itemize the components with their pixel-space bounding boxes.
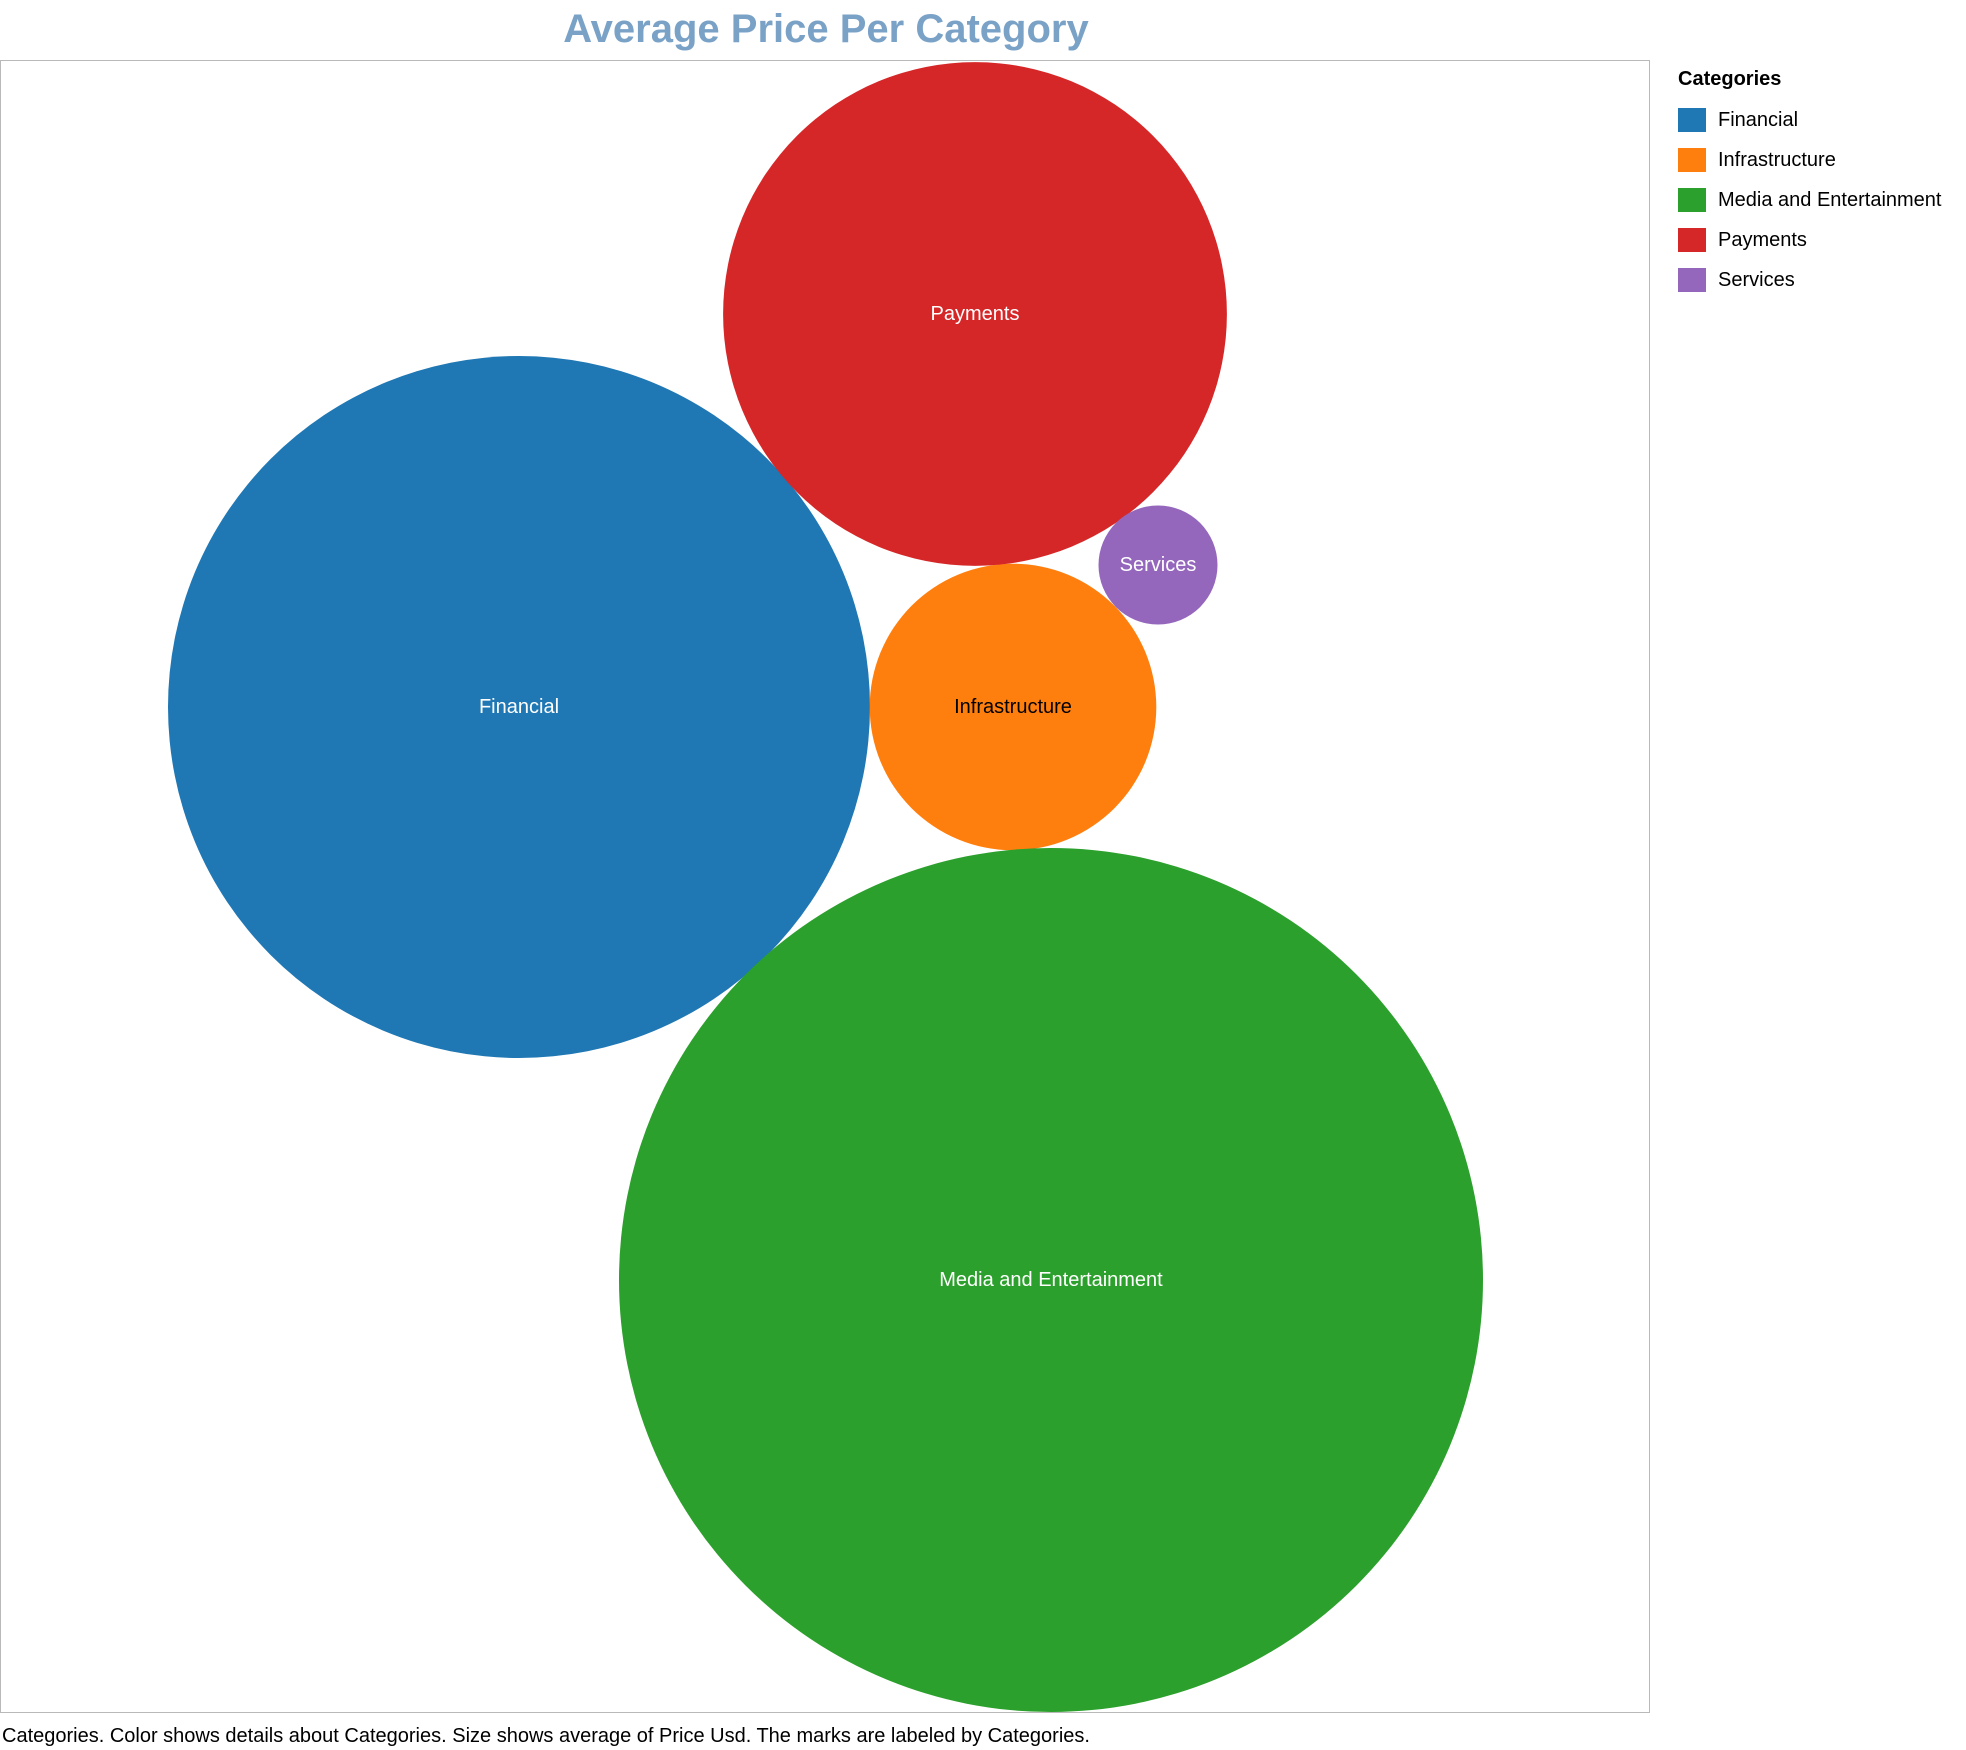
legend-title: Categories (1678, 68, 1782, 90)
legend-label: Financial (1718, 108, 1799, 131)
legend-swatch (1678, 228, 1706, 252)
legend-item-financial[interactable]: Financial (1678, 100, 1964, 140)
legend-swatch (1678, 268, 1706, 292)
legend-item-payments[interactable]: Payments (1678, 220, 1964, 260)
legend: Categories Financial Infrastructure Media … (1678, 66, 1964, 300)
legend-item-services[interactable]: Services (1678, 260, 1964, 300)
legend-list: Financial Infrastructure Media and Enterta… (1678, 100, 1964, 300)
legend-swatch (1678, 188, 1706, 212)
bubble-media-and-entertainment[interactable] (619, 848, 1483, 1712)
legend-swatch (1678, 108, 1706, 132)
bubble-financial[interactable] (168, 356, 870, 1058)
bubble-services[interactable] (1098, 505, 1218, 625)
bubble-label-financial: Financial (479, 696, 559, 718)
bubble-label-infrastructure: Infrastructure (954, 696, 1072, 718)
plot-area (0, 60, 1650, 1713)
legend-label: Payments (1718, 228, 1807, 251)
legend-item-media-and-entertainment[interactable]: Media and Entertainment (1678, 180, 1964, 220)
bubble-label-payments: Payments (931, 303, 1020, 325)
chart-caption: Categories. Color shows details about Ca… (2, 1725, 1090, 1747)
bubble-infrastructure[interactable] (869, 563, 1157, 851)
legend-swatch (1678, 148, 1706, 172)
bubble-chart: Financial Infrastructure Media and Enterta… (168, 62, 1483, 1712)
legend-label: Media and Entertainment (1718, 188, 1942, 211)
legend-label: Services (1718, 268, 1795, 291)
bubble-label-media-and-entertainment: Media and Entertainment (939, 1269, 1163, 1291)
bubble-payments[interactable] (723, 62, 1227, 566)
chart-title: Average Price Per Category (563, 7, 1089, 51)
legend-item-infrastructure[interactable]: Infrastructure (1678, 140, 1964, 180)
bubble-label-services: Services (1120, 554, 1197, 576)
legend-label: Infrastructure (1718, 148, 1836, 171)
